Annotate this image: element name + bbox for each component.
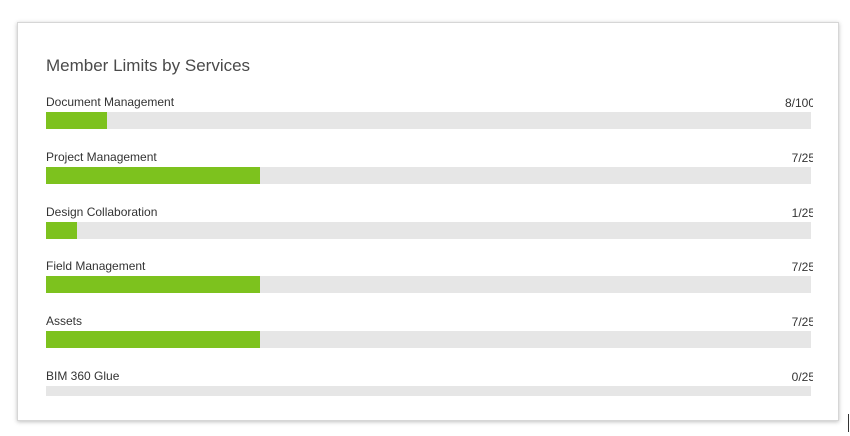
- service-count: 7/25: [791, 150, 813, 165]
- usage-bar: [46, 276, 261, 294]
- service-name: Project Management: [46, 149, 157, 164]
- service-row: BIM 360 Glue 0/25: [46, 367, 813, 396]
- service-name: BIM 360 Glue: [46, 369, 120, 383]
- service-count: 8/100: [784, 96, 813, 110]
- service-list: Document Management 8/100 Project Manageme…: [46, 93, 813, 396]
- usage-track: [46, 386, 811, 396]
- usage-track: [46, 112, 811, 129]
- service-name: Field Management: [46, 259, 146, 274]
- text-cursor: [848, 414, 849, 432]
- service-row: Design Collaboration 1/25: [46, 203, 813, 243]
- service-name: Assets: [46, 314, 83, 329]
- panel: Member Limits by Services Document Manag…: [17, 22, 839, 421]
- usage-bar: [46, 112, 108, 129]
- service-count: 7/25: [791, 260, 813, 275]
- service-count: 0/25: [791, 370, 813, 384]
- usage-bar: [46, 331, 261, 349]
- service-name: Design Collaboration: [46, 204, 158, 219]
- usage-track: [46, 166, 811, 184]
- service-row: Assets 7/25: [46, 312, 813, 352]
- usage-bar: [46, 166, 261, 184]
- service-name: Document Management: [46, 95, 175, 109]
- service-row: Document Management 8/100: [46, 93, 813, 133]
- usage-bar: [46, 221, 77, 239]
- usage-track: [46, 221, 811, 239]
- panel-title: Member Limits by Services: [46, 56, 251, 75]
- service-count: 1/25: [791, 205, 813, 220]
- usage-track: [46, 276, 811, 294]
- usage-track: [46, 331, 811, 349]
- service-row: Project Management 7/25: [46, 148, 813, 188]
- service-count: 7/25: [791, 315, 813, 330]
- service-row: Field Management 7/25: [46, 257, 813, 297]
